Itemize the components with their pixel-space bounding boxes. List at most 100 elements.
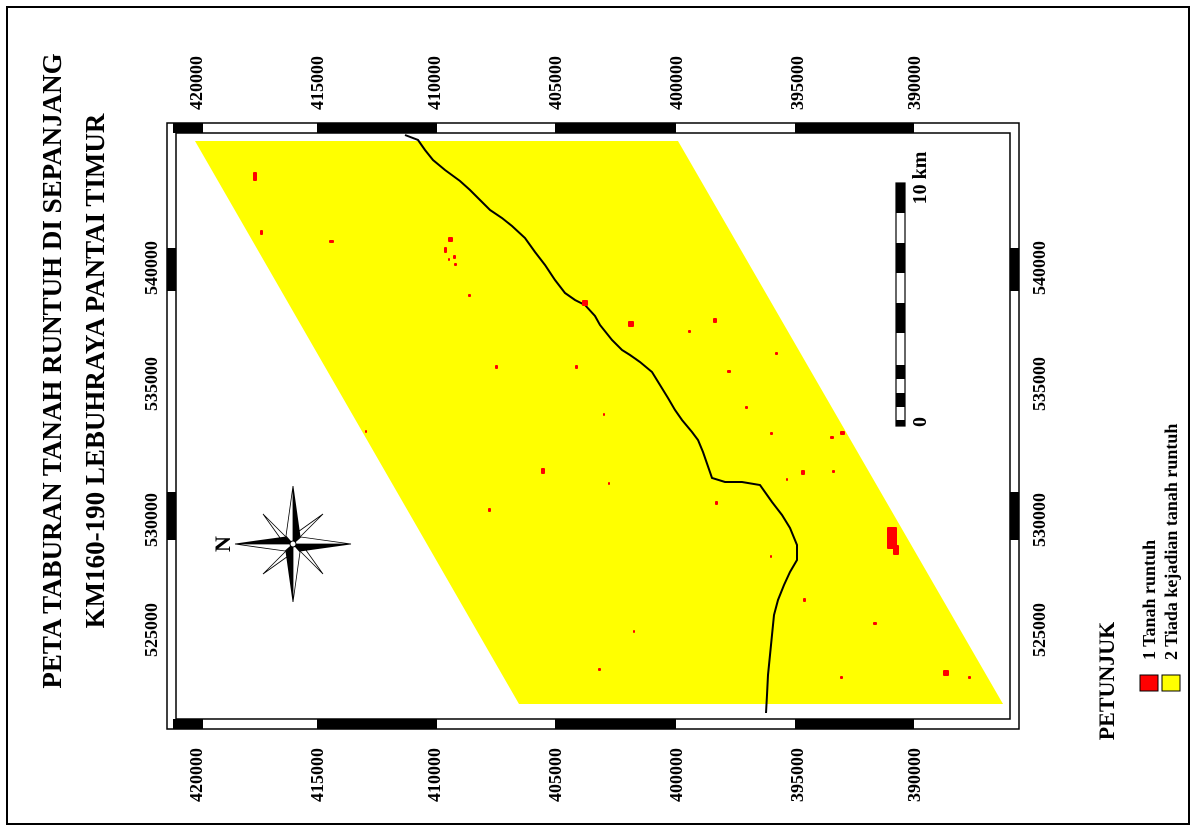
landslide-spot — [488, 508, 491, 512]
scale-bar-segment — [896, 365, 905, 379]
scale-bar-start-label: 0 — [909, 417, 931, 427]
coordinate-labels: 525000 530000 535000 540000 525000 530000 5350… — [141, 56, 1049, 802]
coord-label-left: 410000 — [424, 56, 444, 110]
landslide-spot — [715, 501, 718, 505]
landslide-spot — [454, 263, 457, 266]
frame-bar-left — [795, 123, 914, 133]
legend-title: PETUNJUK — [1094, 622, 1119, 741]
coord-label-left: 420000 — [186, 56, 206, 110]
landslide-spot — [444, 247, 447, 253]
landslide-spot — [329, 240, 334, 243]
landslide-spot — [786, 478, 788, 481]
legend-swatch-no-landslide — [1161, 674, 1181, 692]
north-arrow — [234, 485, 352, 603]
landslide-spot — [832, 470, 835, 473]
scale-bar — [895, 182, 906, 427]
landslide-spot — [253, 172, 257, 181]
scale-bar-segment — [896, 183, 905, 213]
frame-bar-bottom — [1010, 492, 1019, 540]
scale-bar-segment — [896, 303, 905, 333]
landslide-spot — [541, 468, 545, 474]
landslide-spot — [840, 431, 845, 435]
landslide-spot — [775, 352, 778, 355]
coord-label-left: 415000 — [307, 56, 327, 110]
scale-bar-segment — [896, 393, 905, 407]
coord-label-bottom: 525000 — [1029, 603, 1049, 657]
frame-bar-right — [555, 719, 676, 729]
landslide-spot — [628, 321, 634, 327]
landslide-spot — [575, 365, 578, 369]
coord-label-right: 410000 — [424, 748, 444, 802]
coord-label-top: 530000 — [141, 493, 161, 547]
outer-border — [6, 6, 1190, 825]
landslide-spot — [801, 470, 805, 475]
coord-label-right: 390000 — [904, 748, 924, 802]
scale-bar-segment — [896, 243, 905, 273]
legend-item-no-landslide-label: 2 Tiada kejadian tanah runtuh — [1161, 424, 1181, 660]
coord-label-right: 400000 — [666, 748, 686, 802]
landslide-spot — [608, 482, 610, 485]
landslide-spot — [803, 598, 806, 602]
landslide-spot — [582, 300, 588, 306]
coord-label-top: 535000 — [141, 357, 161, 411]
map-title-line2: KM160-190 LEBUHRAYA PANTAI TIMUR — [80, 113, 110, 628]
landslide-spot — [468, 294, 471, 297]
landslide-spot — [688, 330, 691, 333]
coord-label-right: 420000 — [186, 748, 206, 802]
frame-bar-left — [173, 123, 203, 133]
landslide-spot — [887, 527, 897, 549]
coord-label-right: 405000 — [545, 748, 565, 802]
landslide-spot — [603, 413, 605, 416]
frame-graduation-bars — [167, 123, 1019, 729]
study-area-polygon — [195, 141, 1003, 704]
north-arrow-label: N — [210, 536, 235, 552]
coord-label-top: 525000 — [141, 603, 161, 657]
coord-label-top: 540000 — [141, 241, 161, 295]
landslide-spot — [770, 432, 773, 435]
frame-bar-bottom — [1010, 248, 1019, 291]
coord-label-left: 390000 — [904, 56, 924, 110]
landslide-spot — [943, 670, 949, 676]
landslide-spot — [893, 545, 899, 555]
landslide-spot — [260, 230, 263, 235]
landslide-spot — [453, 255, 456, 259]
frame-bar-left — [555, 123, 676, 133]
landslide-spot — [448, 237, 453, 242]
landslide-spot — [830, 436, 834, 439]
coord-label-bottom: 530000 — [1029, 493, 1049, 547]
landslide-spot — [495, 365, 498, 369]
landslide-spot — [727, 370, 731, 373]
landslide-spot — [745, 406, 748, 409]
highway-line — [404, 134, 798, 714]
coord-label-left: 405000 — [545, 56, 565, 110]
landslide-spot — [713, 318, 717, 323]
landslide-spot — [448, 258, 450, 261]
legend-item-landslide-label: 1 Tanah runtuh — [1139, 540, 1159, 660]
landslide-spot — [840, 676, 843, 679]
coord-label-right: 395000 — [787, 748, 807, 802]
landslide-spot — [633, 630, 635, 633]
frame-bar-top — [167, 492, 176, 540]
frame-bar-top — [167, 248, 176, 291]
frame-bar-left — [317, 123, 437, 133]
scale-bar-end-label: 10 km — [909, 151, 931, 204]
landslide-spot — [598, 668, 601, 671]
coord-label-right: 415000 — [307, 748, 327, 802]
landslide-spot — [873, 622, 877, 625]
legend-swatch-landslide — [1139, 674, 1159, 692]
frame-bar-right — [795, 719, 914, 729]
scale-bar-segment — [896, 420, 905, 426]
map-title-line1: PETA TABURAN TANAH RUNTUH DI SEPANJANG — [37, 53, 67, 688]
frame-bar-right — [173, 719, 203, 729]
coord-label-bottom: 535000 — [1029, 357, 1049, 411]
coord-label-left: 395000 — [787, 56, 807, 110]
landslide-spot — [770, 555, 772, 558]
coord-label-left: 400000 — [666, 56, 686, 110]
landslide-spot — [365, 430, 367, 433]
landslide-spots — [253, 172, 971, 679]
coord-label-bottom: 540000 — [1029, 241, 1049, 295]
frame-bar-right — [317, 719, 437, 729]
landslide-spot — [968, 676, 971, 679]
